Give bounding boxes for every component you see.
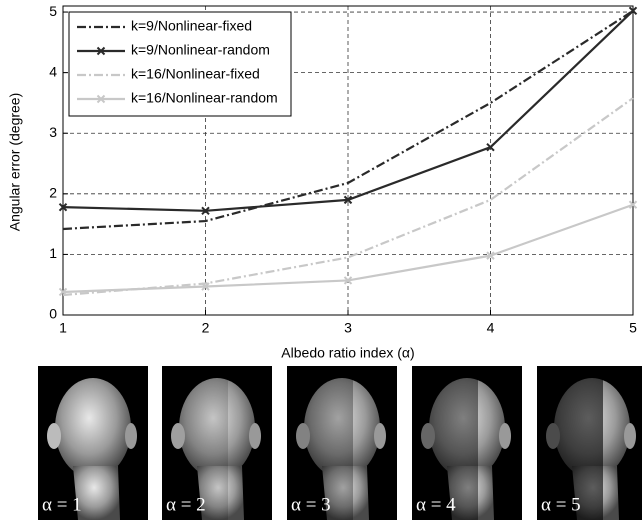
y-tick-label: 2 [49,185,57,201]
x-tick-label: 2 [202,320,210,336]
albedo-shade [537,366,603,520]
legend-marker [96,94,106,104]
face [429,378,505,478]
marker [486,142,495,152]
panel-label: α = 5 [541,494,581,515]
image-panel: α = 3 [287,366,397,520]
ear [47,423,61,449]
neck [447,466,494,520]
legend-label: k=9/Nonlinear-fixed [131,18,252,34]
legend-marker [96,46,106,56]
x-tick-label: 5 [629,320,637,336]
x-tick-label: 4 [487,320,495,336]
ear [374,423,386,449]
ear [171,423,185,449]
albedo-shade [412,366,478,520]
series-line [62,97,634,297]
y-tick-label: 1 [49,245,57,261]
legend-label: k=16/Nonlinear-fixed [131,66,260,82]
y-tick-label: 3 [49,124,57,140]
image-panel: α = 4 [412,366,522,520]
y-tick-label: 4 [49,63,57,79]
ear [296,423,310,449]
neck [73,466,120,520]
ear [624,423,636,449]
ear [499,423,511,449]
legend-label: k=16/Nonlinear-random [131,90,278,106]
marker [58,202,68,212]
face [55,378,131,478]
y-tick-label: 5 [49,3,57,19]
x-tick-label: 1 [59,320,67,336]
panel-label: α = 3 [291,494,331,515]
marker [628,200,638,209]
marker [343,195,353,205]
face [304,378,380,478]
image-panel: α = 5 [537,366,642,520]
image-panel: α = 2 [162,366,272,520]
albedo-shade [162,366,228,520]
marker [201,206,210,215]
panel-label: α = 1 [42,494,82,515]
marker [486,251,495,260]
panel-label: α = 2 [166,494,206,515]
neck [197,466,244,520]
neck [322,466,369,520]
ear [125,423,137,449]
y-tick-label: 0 [49,306,57,322]
y-axis-label: Angular error (degree) [7,93,23,232]
marker [58,287,68,297]
marker [343,276,353,285]
panel-label: α = 4 [416,494,456,515]
marker [628,6,638,16]
marker [201,282,210,291]
series-line [62,9,634,231]
ear [421,423,435,449]
x-axis-label: Albedo ratio index (α) [281,345,414,361]
albedo-shade [287,366,353,520]
face [179,378,255,478]
legend-label: k=9/Nonlinear-random [131,42,270,58]
plot-frame [62,5,634,316]
ear [249,423,261,449]
x-tick-label: 3 [344,320,352,336]
image-panel: α = 1 [38,366,148,520]
